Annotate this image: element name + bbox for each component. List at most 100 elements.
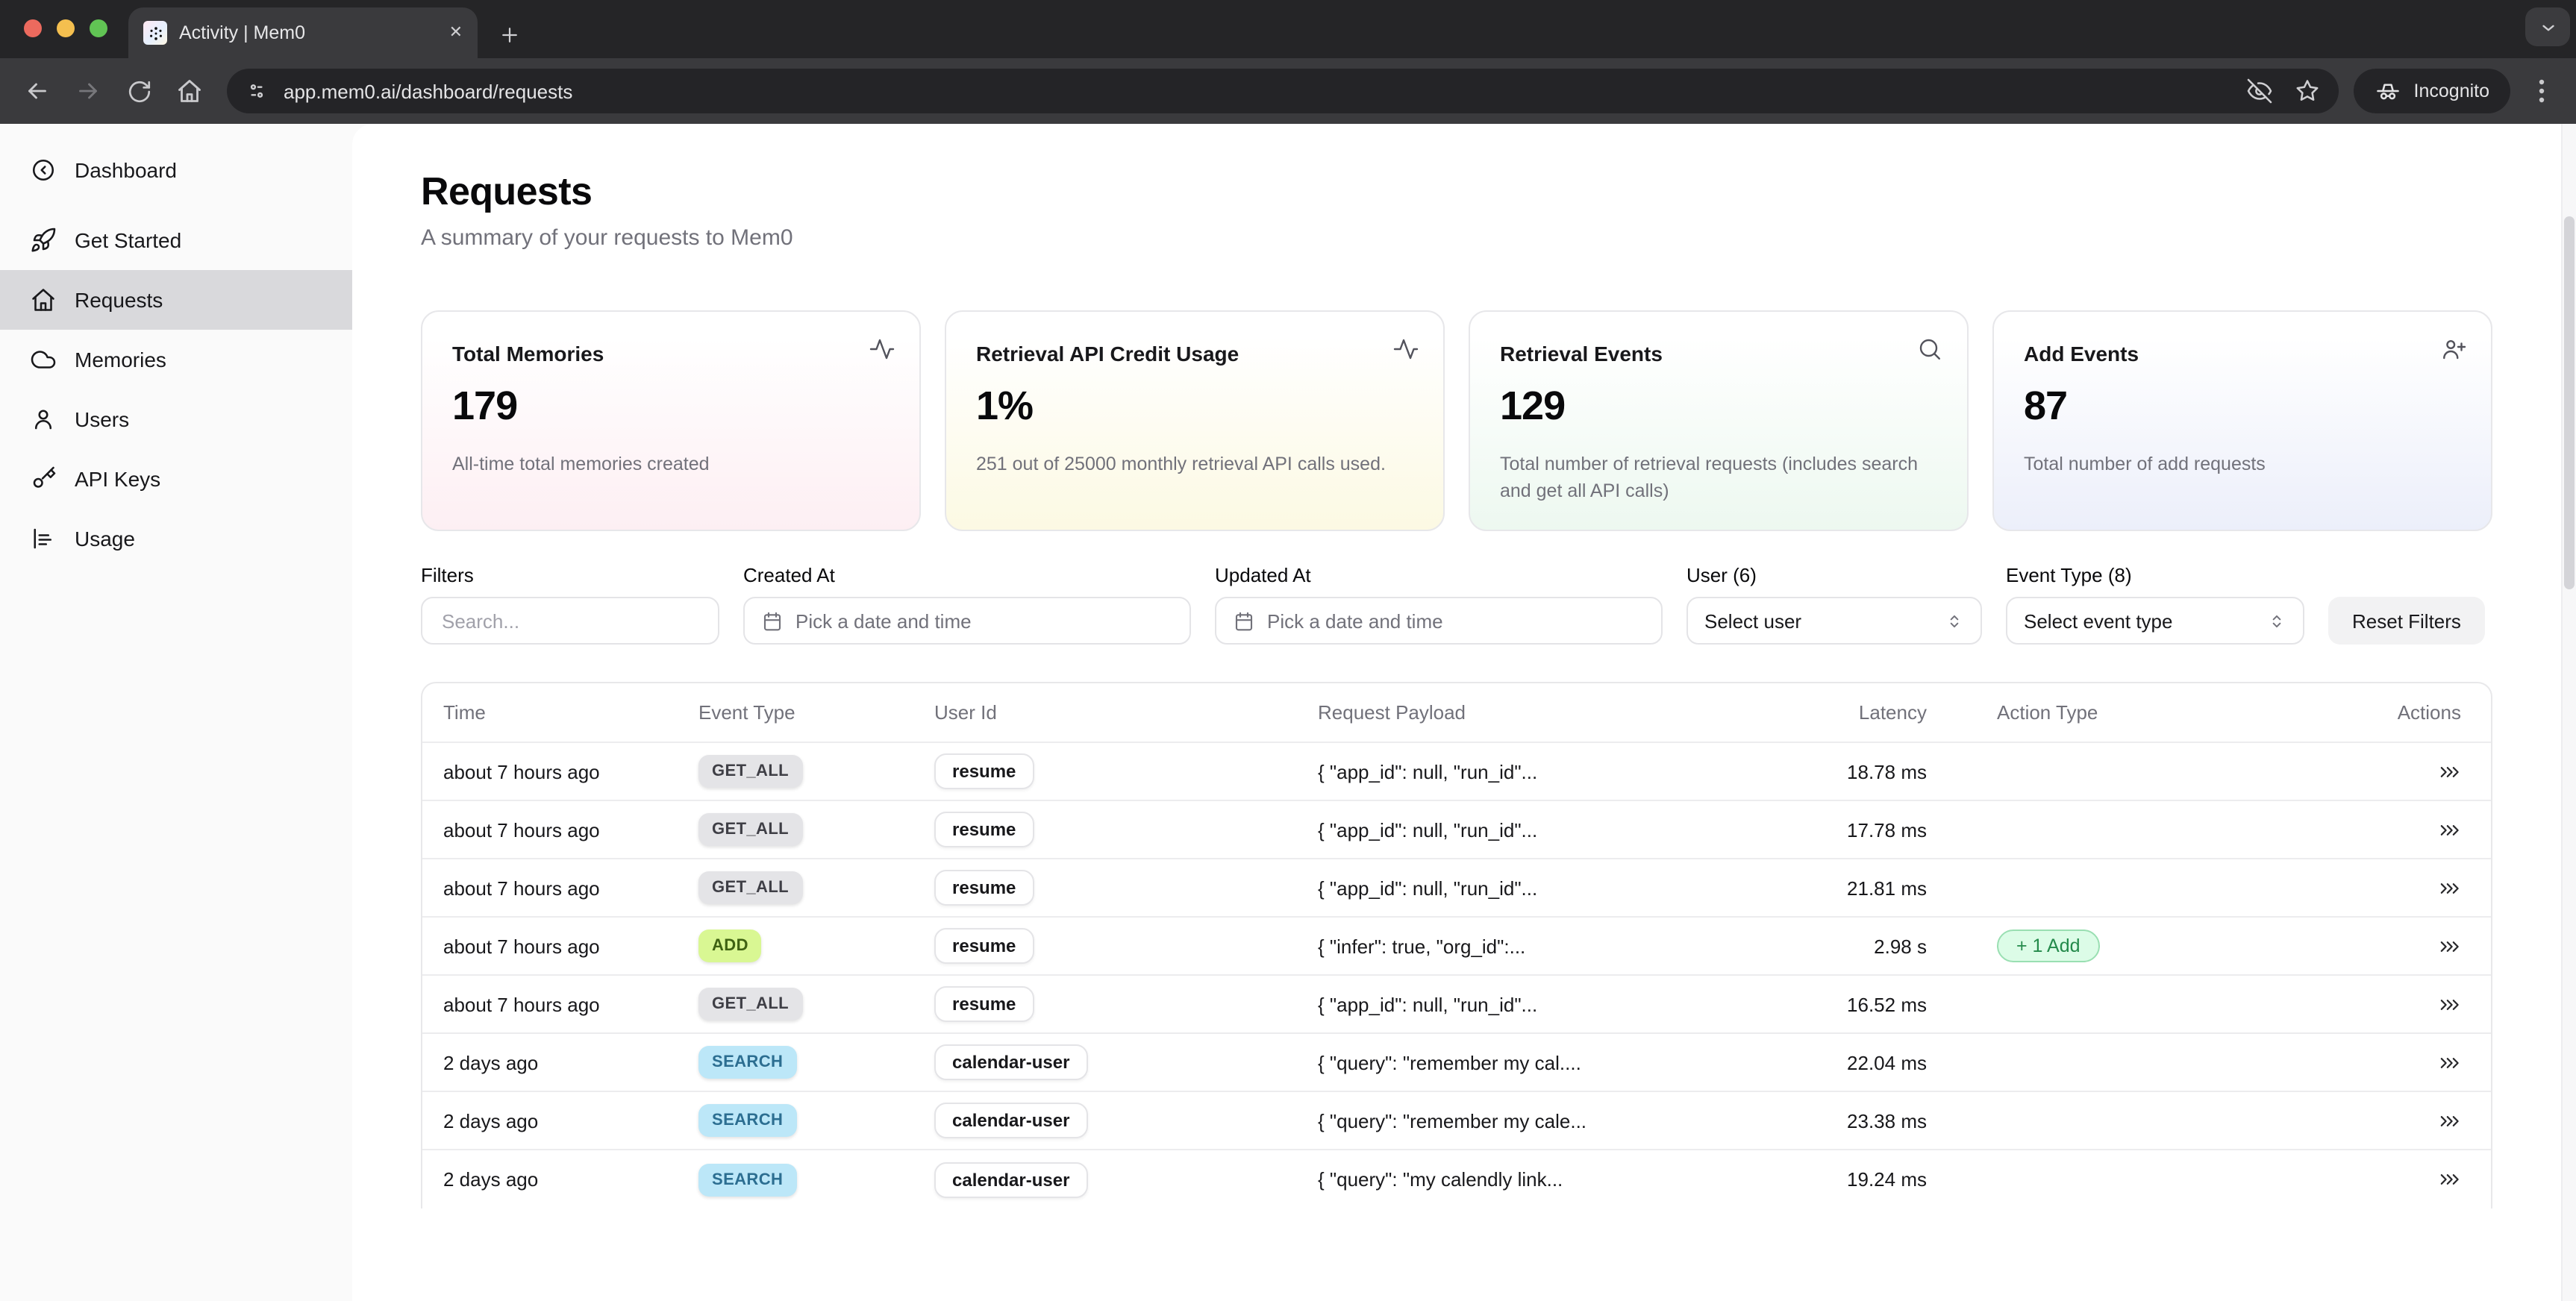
sidebar-item-memories[interactable]: Memories: [0, 330, 352, 389]
sidebar-item-label: Users: [75, 407, 130, 431]
incognito-badge: Incognito: [2354, 69, 2510, 113]
col-latency: Latency: [1858, 701, 1927, 724]
rocket-icon: [30, 227, 57, 254]
table-row[interactable]: about 7 hours ago GET_ALL resume { "app_…: [422, 859, 2491, 918]
close-window-button[interactable]: [24, 19, 42, 37]
row-time: 2 days ago: [443, 1168, 539, 1191]
card-total-memories: Total Memories 179 All-time total memori…: [421, 310, 921, 531]
sidebar-item-usage[interactable]: Usage: [0, 509, 352, 568]
sidebar-item-get-started[interactable]: Get Started: [0, 210, 352, 270]
row-latency: 19.24 ms: [1847, 1168, 1927, 1191]
expand-row-icon[interactable]: [2437, 1053, 2461, 1072]
sidebar-item-requests[interactable]: Requests: [0, 270, 352, 330]
minimize-window-button[interactable]: [57, 19, 75, 37]
sidebar-item-label: Requests: [75, 288, 163, 312]
tab-close-icon[interactable]: ✕: [448, 23, 463, 41]
window-controls[interactable]: [24, 19, 107, 37]
user-icon: [30, 406, 57, 433]
sidebar-item-dashboard[interactable]: Dashboard: [0, 140, 352, 200]
user-id-badge: calendar-user: [934, 1103, 1088, 1138]
card-description: Total number of add requests: [2024, 454, 2266, 474]
card-title: Retrieval API Credit Usage: [976, 342, 1239, 366]
reset-filters-button[interactable]: Reset Filters: [2328, 597, 2485, 645]
event-type-badge: SEARCH: [698, 1104, 797, 1137]
page-title: Requests: [421, 169, 593, 213]
expand-row-icon[interactable]: [2437, 994, 2461, 1014]
row-time: about 7 hours ago: [443, 935, 600, 957]
card-retrieval-events: Retrieval Events 129 Total number of ret…: [1469, 310, 1969, 531]
card-retrieval-credit-usage: Retrieval API Credit Usage 1% 251 out of…: [945, 310, 1445, 531]
row-latency: 18.78 ms: [1847, 760, 1927, 783]
tab-search-chevron-button[interactable]: [2525, 7, 2570, 46]
sidebar-item-users[interactable]: Users: [0, 389, 352, 449]
browser-tab[interactable]: Activity | Mem0 ✕: [128, 7, 478, 58]
event-type-badge: GET_ALL: [698, 755, 803, 788]
bookmark-star-icon[interactable]: [2295, 78, 2322, 104]
event-type-badge: GET_ALL: [698, 813, 803, 846]
sidebar-item-api-keys[interactable]: API Keys: [0, 449, 352, 509]
user-id-badge: calendar-user: [934, 1162, 1088, 1197]
event-type-filter-label: Event Type (8): [2006, 564, 2132, 586]
expand-row-icon[interactable]: [2437, 1111, 2461, 1130]
expand-row-icon[interactable]: [2437, 762, 2461, 781]
new-tab-button[interactable]: [498, 24, 521, 46]
sidebar-item-label: API Keys: [75, 467, 161, 491]
row-payload: { "query": "my calendly link...: [1318, 1168, 1563, 1191]
browser-toolbar: app.mem0.ai/dashboard/requests Incognito: [0, 58, 2576, 124]
search-icon: [1916, 336, 1943, 363]
sidebar-item-label: Usage: [75, 527, 135, 551]
calendar-icon: [761, 609, 784, 632]
browser-menu-icon[interactable]: [2522, 69, 2561, 113]
created-at-picker[interactable]: Pick a date and time: [743, 597, 1191, 645]
event-type-select[interactable]: Select event type: [2006, 597, 2304, 645]
maximize-window-button[interactable]: [90, 19, 107, 37]
back-icon[interactable]: [15, 69, 60, 113]
eye-off-icon[interactable]: [2247, 78, 2274, 104]
row-time: about 7 hours ago: [443, 993, 600, 1015]
home-icon[interactable]: [167, 69, 212, 113]
main-content: Requests A summary of your requests to M…: [352, 124, 2576, 1301]
table-row[interactable]: about 7 hours ago ADD resume { "infer": …: [422, 918, 2491, 976]
row-payload: { "query": "remember my cal....: [1318, 1051, 1581, 1073]
search-field[interactable]: [421, 597, 719, 645]
expand-row-icon[interactable]: [2437, 820, 2461, 839]
row-payload: { "app_id": null, "run_id"...: [1318, 818, 1538, 841]
reload-icon[interactable]: [116, 69, 161, 113]
table-row[interactable]: 2 days ago SEARCH calendar-user { "query…: [422, 1034, 2491, 1092]
stat-cards: Total Memories 179 All-time total memori…: [421, 310, 2492, 531]
table-row[interactable]: about 7 hours ago GET_ALL resume { "app_…: [422, 801, 2491, 859]
scrollbar-track[interactable]: [2561, 124, 2576, 1301]
activity-icon: [1392, 336, 1419, 363]
incognito-label: Incognito: [2413, 81, 2489, 101]
card-description: All-time total memories created: [452, 454, 710, 474]
forward-icon[interactable]: [66, 69, 110, 113]
action-count-badge: + 1 Add: [1997, 929, 2100, 962]
row-payload: { "infer": true, "org_id":...: [1318, 935, 1526, 957]
search-input[interactable]: [439, 608, 701, 633]
row-payload: { "query": "remember my cale...: [1318, 1109, 1587, 1132]
chevrons-up-down-icon: [2267, 611, 2286, 630]
table-row[interactable]: about 7 hours ago GET_ALL resume { "app_…: [422, 743, 2491, 801]
requests-table: Time Event Type User Id Request Payload …: [421, 682, 2492, 1208]
row-latency: 23.38 ms: [1847, 1109, 1927, 1132]
expand-row-icon[interactable]: [2437, 1170, 2461, 1189]
table-row[interactable]: about 7 hours ago GET_ALL resume { "app_…: [422, 976, 2491, 1034]
url-text[interactable]: app.mem0.ai/dashboard/requests: [284, 80, 573, 102]
site-settings-icon[interactable]: [245, 79, 269, 103]
sidebar-item-label: Memories: [75, 348, 166, 372]
table-row[interactable]: 2 days ago SEARCH calendar-user { "query…: [422, 1150, 2491, 1208]
cloud-icon: [30, 346, 57, 373]
row-time: 2 days ago: [443, 1109, 539, 1132]
tab-favicon-icon: [143, 21, 167, 45]
address-bar[interactable]: app.mem0.ai/dashboard/requests: [227, 69, 2339, 113]
user-select[interactable]: Select user: [1686, 597, 1982, 645]
scrollbar-thumb[interactable]: [2564, 216, 2575, 589]
col-actions: Actions: [2397, 701, 2461, 724]
table-row[interactable]: 2 days ago SEARCH calendar-user { "query…: [422, 1092, 2491, 1150]
col-event-type: Event Type: [698, 701, 795, 724]
expand-row-icon[interactable]: [2437, 878, 2461, 897]
incognito-icon: [2375, 78, 2402, 104]
updated-at-picker[interactable]: Pick a date and time: [1215, 597, 1663, 645]
expand-row-icon[interactable]: [2437, 936, 2461, 956]
card-description: Total number of retrieval requests (incl…: [1500, 454, 1918, 502]
